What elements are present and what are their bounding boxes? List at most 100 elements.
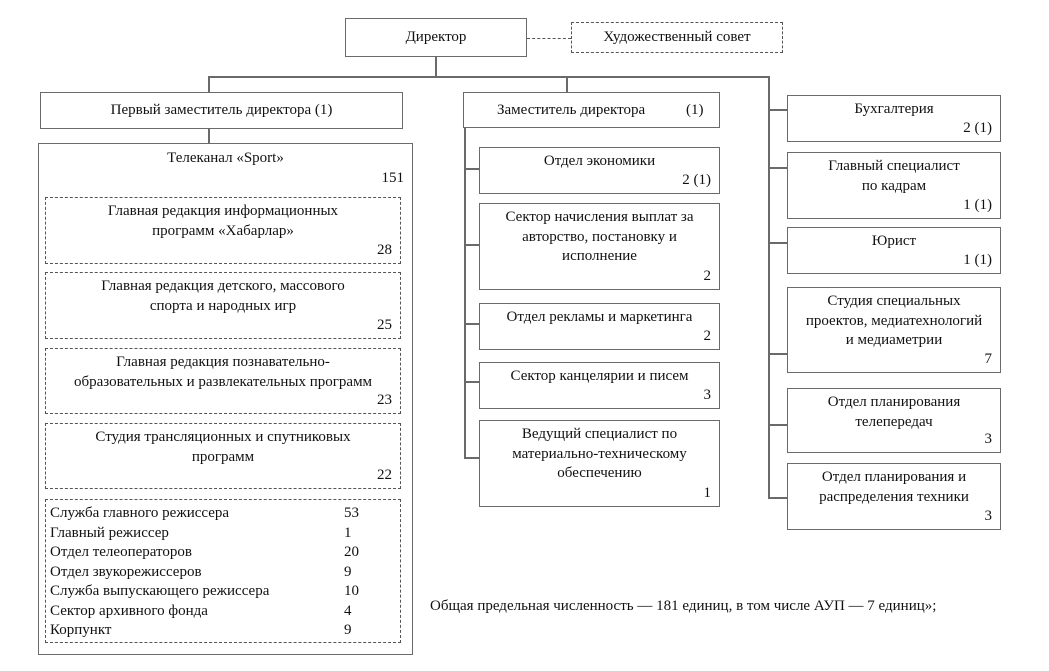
staff-count: 3 <box>984 431 993 447</box>
channel-title: Телеканал «Sport» <box>167 150 284 166</box>
deputy-unit-box: Отдел экономики 2 (1) <box>479 147 720 194</box>
service-row: Главный режиссер 1 <box>50 524 390 544</box>
box-label-line: и медиаметрии <box>845 332 943 348</box>
box-label-line: Главная редакция детского, массового <box>101 278 345 294</box>
connector <box>208 76 769 78</box>
staff-count: 2 <box>703 268 712 284</box>
box-label-line: Отдел планирования <box>827 394 961 410</box>
connector <box>464 457 479 459</box>
staff-count: 1 <box>703 485 712 501</box>
service-count: 9 <box>344 563 352 580</box>
connector <box>464 128 466 458</box>
dashed-connector <box>527 38 571 39</box>
box-label-line: Студия трансляционных и спутниковых <box>95 429 351 445</box>
connector <box>566 76 568 92</box>
channel-count: 151 <box>381 170 405 186</box>
box-label-line: обеспечению <box>557 465 642 481</box>
connector <box>768 497 787 499</box>
deputy-count: (1) <box>686 102 704 118</box>
connector <box>435 57 437 77</box>
box-label-line: Отдел рекламы и маркетинга <box>506 309 693 325</box>
service-count: 20 <box>344 544 359 560</box>
box-label-line: материально-техническому <box>512 445 687 462</box>
director-unit-box: Отдел планирования и распределения техник… <box>787 463 1001 530</box>
staff-count: 3 <box>703 387 712 403</box>
box-label-line: Главная редакция познавательно- <box>116 354 330 370</box>
staff-count: 1 (1) <box>963 197 992 213</box>
service-label: Корпункт <box>50 622 112 638</box>
box-label-line: Юрист <box>871 233 917 249</box>
staff-count: 25 <box>377 317 392 333</box>
deputy-unit-box: Сектор канцелярии и писем 3 <box>479 362 720 409</box>
box-label-line: по кадрам <box>861 177 927 194</box>
staff-count: 2 <box>703 328 712 344</box>
service-count: 10 <box>344 583 359 599</box>
service-label: Сектор архивного фонда <box>50 602 208 619</box>
service-row: Служба главного режиссера 53 <box>50 504 390 524</box>
service-row: Корпункт 9 <box>50 621 390 641</box>
box-label-line: телепередач <box>855 413 933 430</box>
box-label-line: спорта и народных игр <box>149 297 297 314</box>
editorial-unit-box: Студия трансляционных и спутниковых прогр… <box>45 423 401 489</box>
box-label-line: авторство, постановку и <box>522 228 677 245</box>
box-label-line: Студия специальных <box>827 293 961 309</box>
director-unit-box: Отдел планирования телепередач 3 <box>787 388 1001 453</box>
director-box: Директор <box>345 18 527 57</box>
staff-count: 2 (1) <box>963 120 992 136</box>
director-unit-box: Юрист 1 (1) <box>787 227 1001 274</box>
service-row: Сектор архивного фонда 4 <box>50 602 390 622</box>
service-count: 4 <box>344 602 352 619</box>
staff-count: 23 <box>377 392 392 408</box>
service-row: Служба выпускающего режиссера 10 <box>50 582 390 602</box>
staff-count: 28 <box>377 242 392 258</box>
connector <box>464 168 479 170</box>
service-count: 53 <box>344 505 359 521</box>
box-label-line: Сектор начисления выплат за <box>505 209 694 225</box>
connector <box>464 323 479 325</box>
connector <box>768 109 787 111</box>
service-label: Отдел телеоператоров <box>50 544 192 560</box>
service-label: Отдел звукорежиссеров <box>50 563 202 580</box>
box-label-line: Отдел экономики <box>543 153 656 169</box>
staff-count: 1 (1) <box>963 252 992 268</box>
connector <box>768 167 787 169</box>
connector <box>464 381 479 383</box>
box-label-line: Главная редакция информационных <box>107 203 339 219</box>
connector <box>768 242 787 244</box>
connector <box>208 129 210 143</box>
box-label-line: образовательных и развлекательных програ… <box>73 373 373 390</box>
deputy-unit-box: Ведущий специалист по материально-техниче… <box>479 420 720 507</box>
service-count: 9 <box>344 622 352 638</box>
director-unit-box: Бухгалтерия 2 (1) <box>787 95 1001 142</box>
connector <box>768 76 770 497</box>
editorial-unit-box: Главная редакция информационных программ … <box>45 197 401 264</box>
director-unit-box: Студия специальных проектов, медиатехноло… <box>787 287 1001 373</box>
art-council-label: Художественный совет <box>603 29 751 45</box>
staff-count: 7 <box>984 351 993 367</box>
box-label-line: программ «Хабарлар» <box>152 222 294 239</box>
service-row: Отдел телеоператоров 20 <box>50 543 390 563</box>
director-unit-box: Главный специалист по кадрам 1 (1) <box>787 152 1001 219</box>
service-count: 1 <box>344 524 352 541</box>
service-row: Отдел звукорежиссеров 9 <box>50 563 390 583</box>
box-label-line: программ <box>191 448 255 465</box>
service-label: Главный режиссер <box>50 524 169 541</box>
deputy-label: Заместитель директора <box>497 102 646 118</box>
connector <box>464 244 479 246</box>
director-label: Директор <box>405 29 467 45</box>
box-label-line: Сектор канцелярии и писем <box>510 368 689 384</box>
art-council-box: Художественный совет <box>571 22 783 53</box>
deputy-unit-box: Сектор начисления выплат за авторство, по… <box>479 203 720 290</box>
box-label-line: Отдел планирования и <box>821 469 967 485</box>
staff-count: 3 <box>984 508 993 524</box>
box-label-line: исполнение <box>562 248 637 264</box>
service-label: Служба выпускающего режиссера <box>50 583 270 599</box>
deputy-box: Заместитель директора (1) <box>463 92 720 128</box>
editorial-unit-box: Главная редакция познавательно-образоват… <box>45 348 401 414</box>
service-label: Служба главного режиссера <box>50 505 230 521</box>
staff-count: 2 (1) <box>682 172 711 188</box>
box-label-line: проектов, медиатехнологий <box>805 312 983 329</box>
first-deputy-box: Первый заместитель директора (1) <box>40 92 403 129</box>
box-label-line: Главный специалист <box>828 158 960 174</box>
